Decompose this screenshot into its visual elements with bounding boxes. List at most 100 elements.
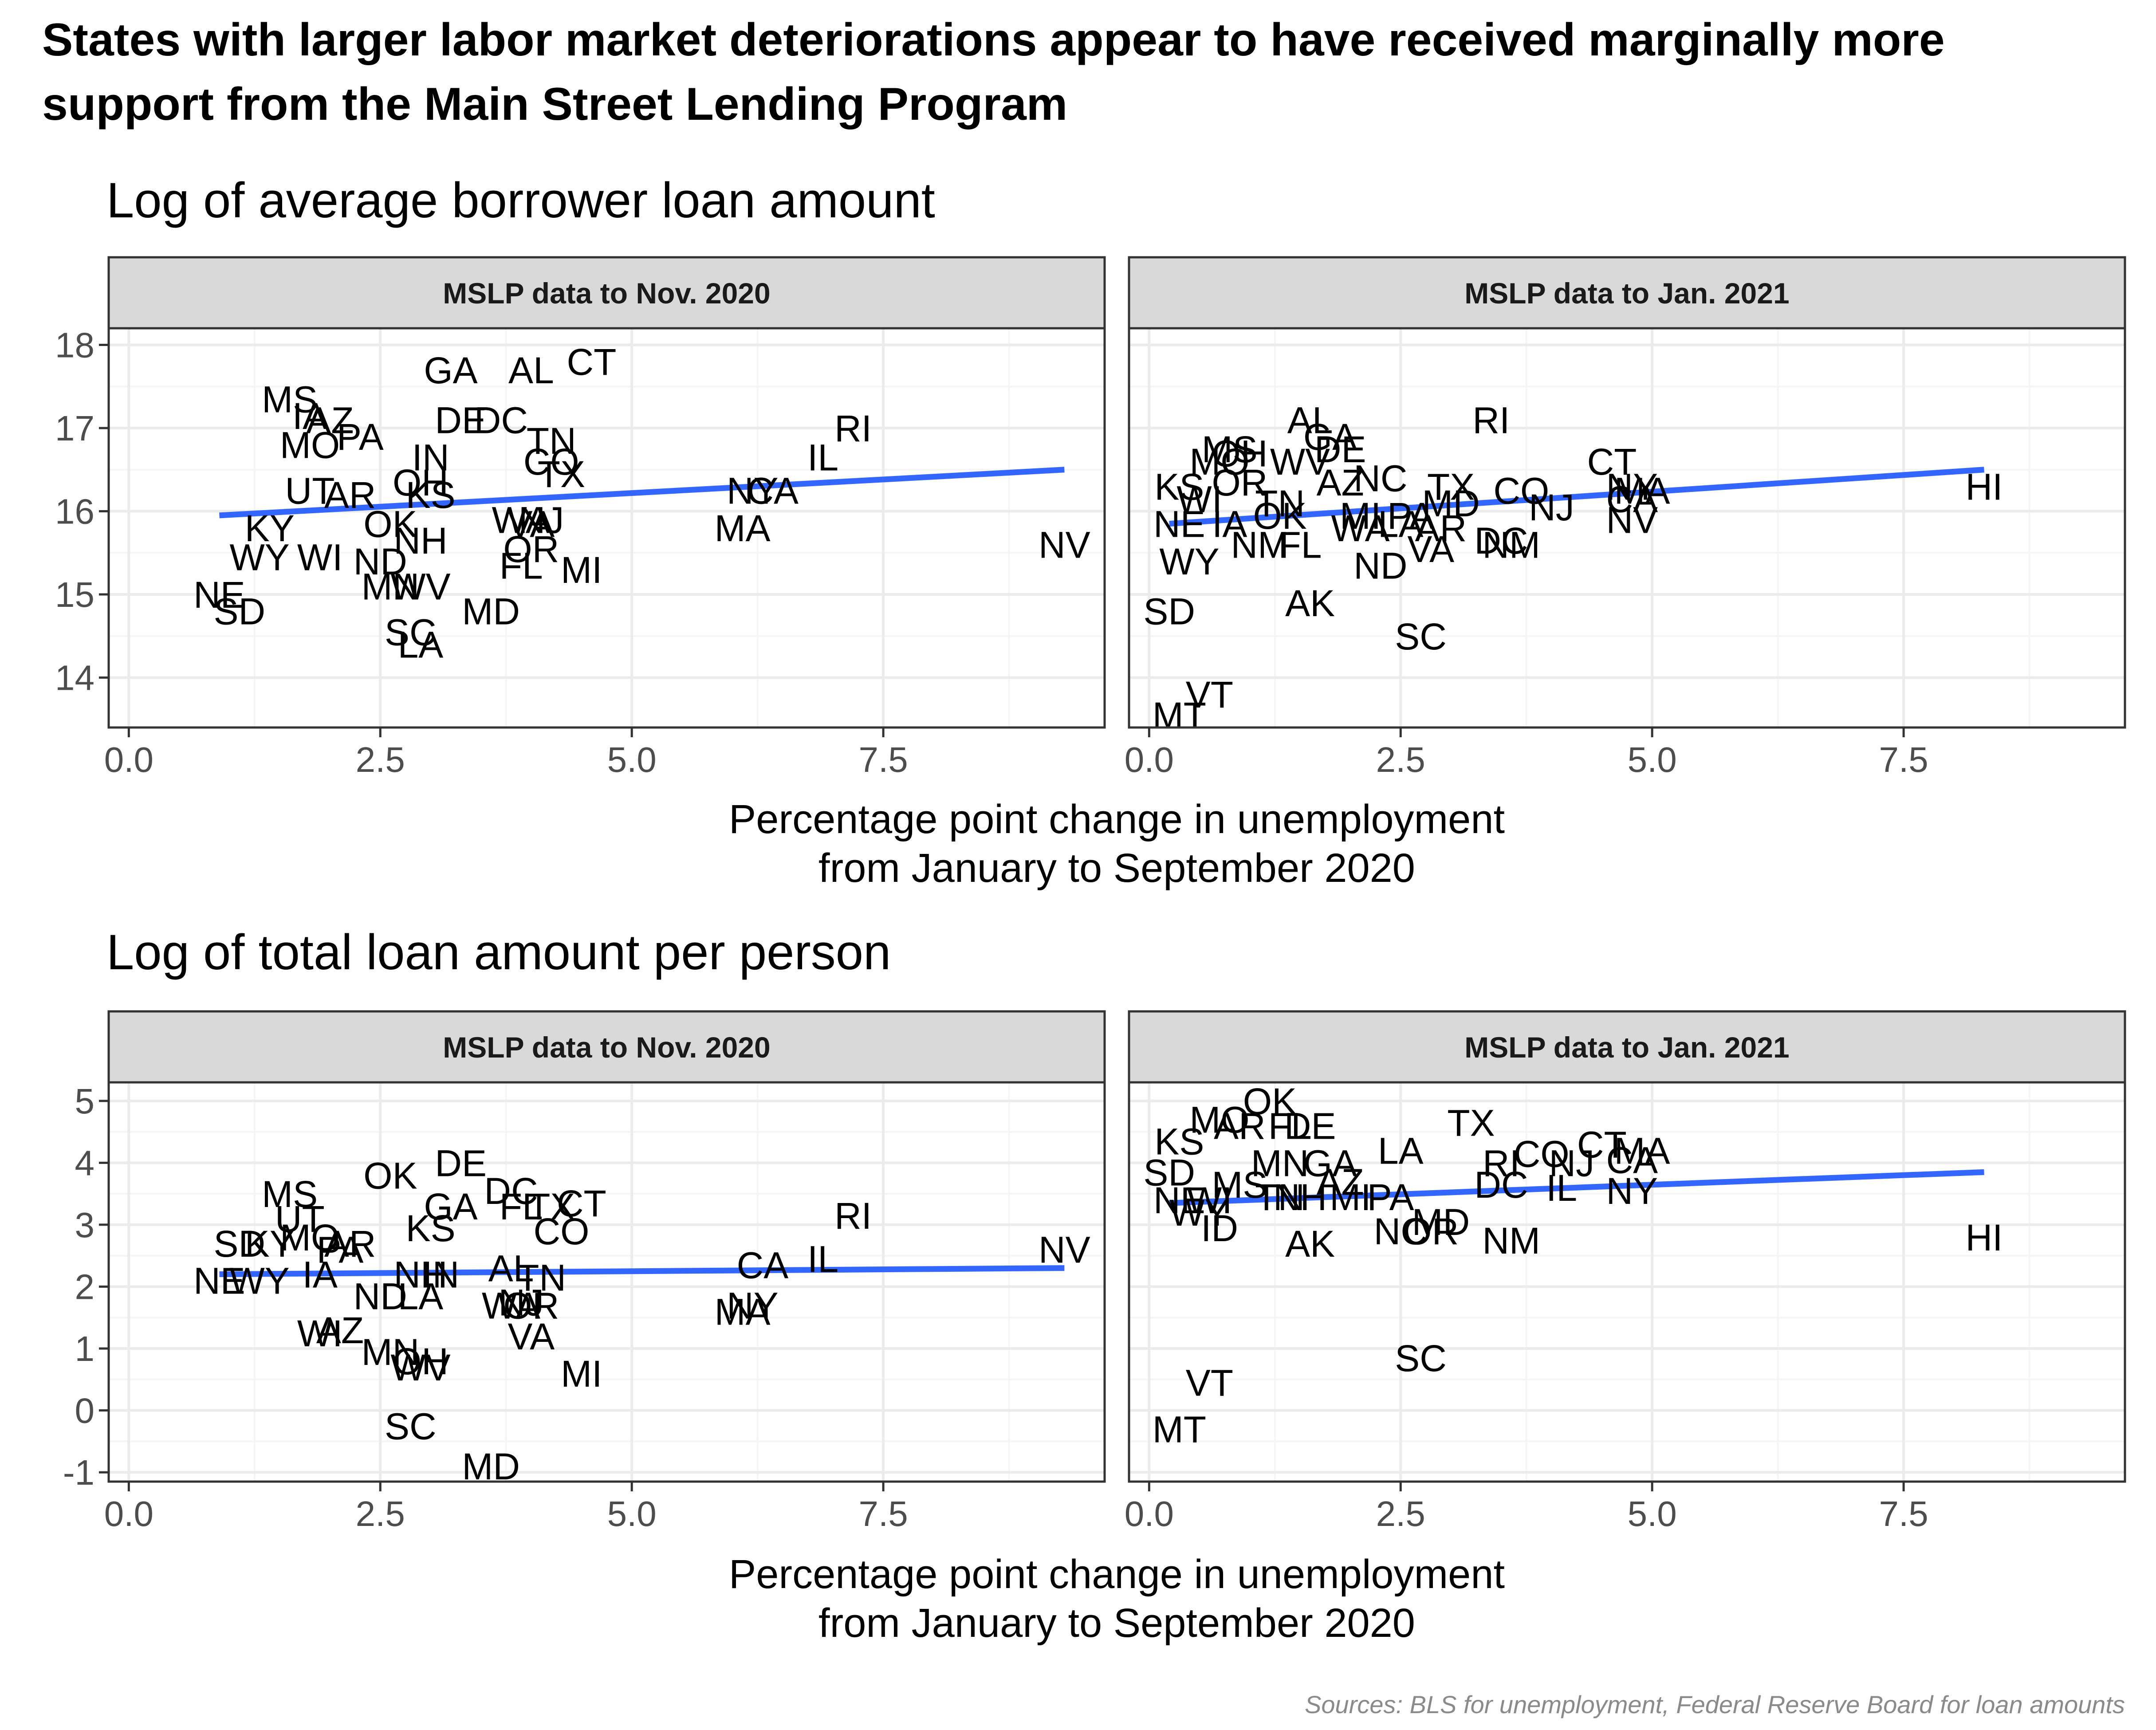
state-label-dc: DC [1474, 1164, 1528, 1206]
state-label-ms: MS [262, 378, 318, 420]
x-tick-label: 0.0 [104, 1494, 153, 1533]
state-label-dc: DC [474, 399, 528, 441]
state-label-il: IL [807, 437, 838, 479]
panel-background [109, 328, 1105, 727]
state-label-de: DE [435, 399, 487, 441]
trend-line [219, 467, 1065, 519]
state-label-ar: AR [324, 474, 376, 516]
state-label-ca: CA [737, 1245, 789, 1286]
state-label-la: LA [398, 624, 444, 666]
state-label-tx: TX [527, 1186, 575, 1227]
x-tick-label: 2.5 [356, 740, 405, 779]
state-label-ky: KY [245, 1223, 295, 1265]
state-label-ak: AK [1285, 582, 1335, 624]
state-label-pa: PA [1367, 1176, 1414, 1218]
state-label-nj: NJ [1529, 487, 1574, 528]
state-label-al: AL [1287, 399, 1333, 441]
x-tick-label: 7.5 [1879, 1494, 1928, 1533]
y-tick-label: 2 [75, 1267, 95, 1306]
x-tick-label: 5.0 [607, 740, 657, 779]
state-label-nm: NM [1231, 524, 1289, 566]
state-label-ok: OK [363, 1155, 417, 1196]
y-tick-label: 3 [75, 1205, 95, 1245]
state-label-az: AZ [316, 1309, 364, 1351]
x-axis-title-line-2: from January to September 2020 [818, 1600, 1415, 1646]
x-tick-label: 0.0 [1125, 1494, 1174, 1533]
state-label-ia: IA [292, 395, 327, 437]
state-label-md: MD [462, 1446, 520, 1487]
state-label-nc: NC [1374, 1211, 1428, 1252]
state-label-ri: RI [834, 408, 872, 449]
facet-strip-label: MSLP data to Nov. 2020 [443, 277, 770, 310]
state-label-pa: PA [337, 416, 384, 458]
state-label-oh: OH [1212, 432, 1267, 474]
state-label-vt: VT [1186, 674, 1233, 716]
state-label-ak: AK [1285, 1223, 1335, 1265]
state-label-ny: NY [727, 470, 779, 512]
state-label-fl: FL [1268, 1105, 1312, 1147]
state-label-ok: OK [1253, 495, 1306, 537]
state-label-nv: NV [1039, 524, 1090, 566]
state-label-nj: NJ [519, 499, 564, 541]
state-label-wv: WV [390, 566, 450, 607]
panel-background [109, 1082, 1105, 1482]
state-label-ar: AR [1415, 507, 1467, 549]
panel-border [107, 327, 1106, 729]
state-label-mo: MO [280, 425, 340, 466]
state-label-fl: FL [500, 545, 543, 586]
state-label-nd: ND [1353, 545, 1407, 586]
y-tick-label: 5 [75, 1081, 95, 1121]
y-tick-label: 4 [75, 1143, 95, 1183]
state-label-ia: IA [1212, 503, 1247, 545]
chart-title: Log of total loan amount per person [106, 924, 891, 980]
state-label-az: AZ [306, 399, 354, 441]
state-label-nj: NJ [1549, 1142, 1594, 1184]
state-label-tn: TN [527, 420, 576, 462]
y-tick-label: 1 [75, 1329, 95, 1368]
figure-title-line-1: States with larger labor market deterior… [42, 14, 1945, 66]
state-label-wa: WA [1331, 507, 1389, 549]
x-tick-label: 0.0 [104, 740, 153, 779]
state-label-mo: MO [1189, 441, 1249, 483]
state-label-la: LA [1378, 503, 1424, 545]
state-label-md: MD [462, 591, 520, 633]
state-label-hi: HI [1966, 1217, 2003, 1258]
state-label-wy: WY [229, 1260, 289, 1302]
state-label-oh: OH [393, 462, 449, 503]
state-label-de: DE [435, 1142, 487, 1184]
state-label-mt: MT [1153, 1408, 1206, 1450]
state-label-ms: MS [262, 1173, 318, 1215]
state-label-co: CO [1493, 470, 1549, 512]
state-label-tx: TX [1427, 466, 1475, 507]
state-label-oh: OH [393, 1341, 449, 1382]
state-label-ut: UT [285, 470, 335, 512]
state-label-ok: OK [363, 503, 417, 545]
x-tick-label: 5.0 [1628, 740, 1677, 779]
state-label-pa: PA [317, 1229, 364, 1271]
panel-background [1129, 1082, 2125, 1482]
state-label-ks: KS [406, 1207, 456, 1249]
state-label-ri: RI [834, 1195, 872, 1237]
state-label-wy: WY [1169, 1192, 1229, 1234]
panel-border [1128, 327, 2126, 729]
state-label-mt: MT [1153, 695, 1206, 736]
state-label-ma: MA [1614, 470, 1670, 512]
state-label-ma: MA [1614, 1130, 1670, 1172]
state-label-co: CO [1514, 1133, 1570, 1175]
y-tick-label: -1 [63, 1453, 94, 1492]
state-label-nh: NH [393, 520, 447, 562]
state-label-va: VA [508, 503, 555, 545]
charts-area: Log of average borrower loan amount MSLP … [55, 173, 2126, 1646]
state-label-co: CO [533, 1211, 589, 1252]
state-label-mi: MI [1340, 495, 1381, 537]
state-label-wi: WI [297, 1313, 343, 1354]
state-label-nh: NH [393, 1254, 447, 1296]
state-label-ar: AR [324, 1223, 376, 1265]
state-label-la: LA [1378, 1130, 1424, 1172]
state-label-la: LA [398, 1275, 444, 1317]
x-tick-label: 2.5 [1376, 1494, 1425, 1533]
x-tick-label: 2.5 [1376, 740, 1425, 779]
